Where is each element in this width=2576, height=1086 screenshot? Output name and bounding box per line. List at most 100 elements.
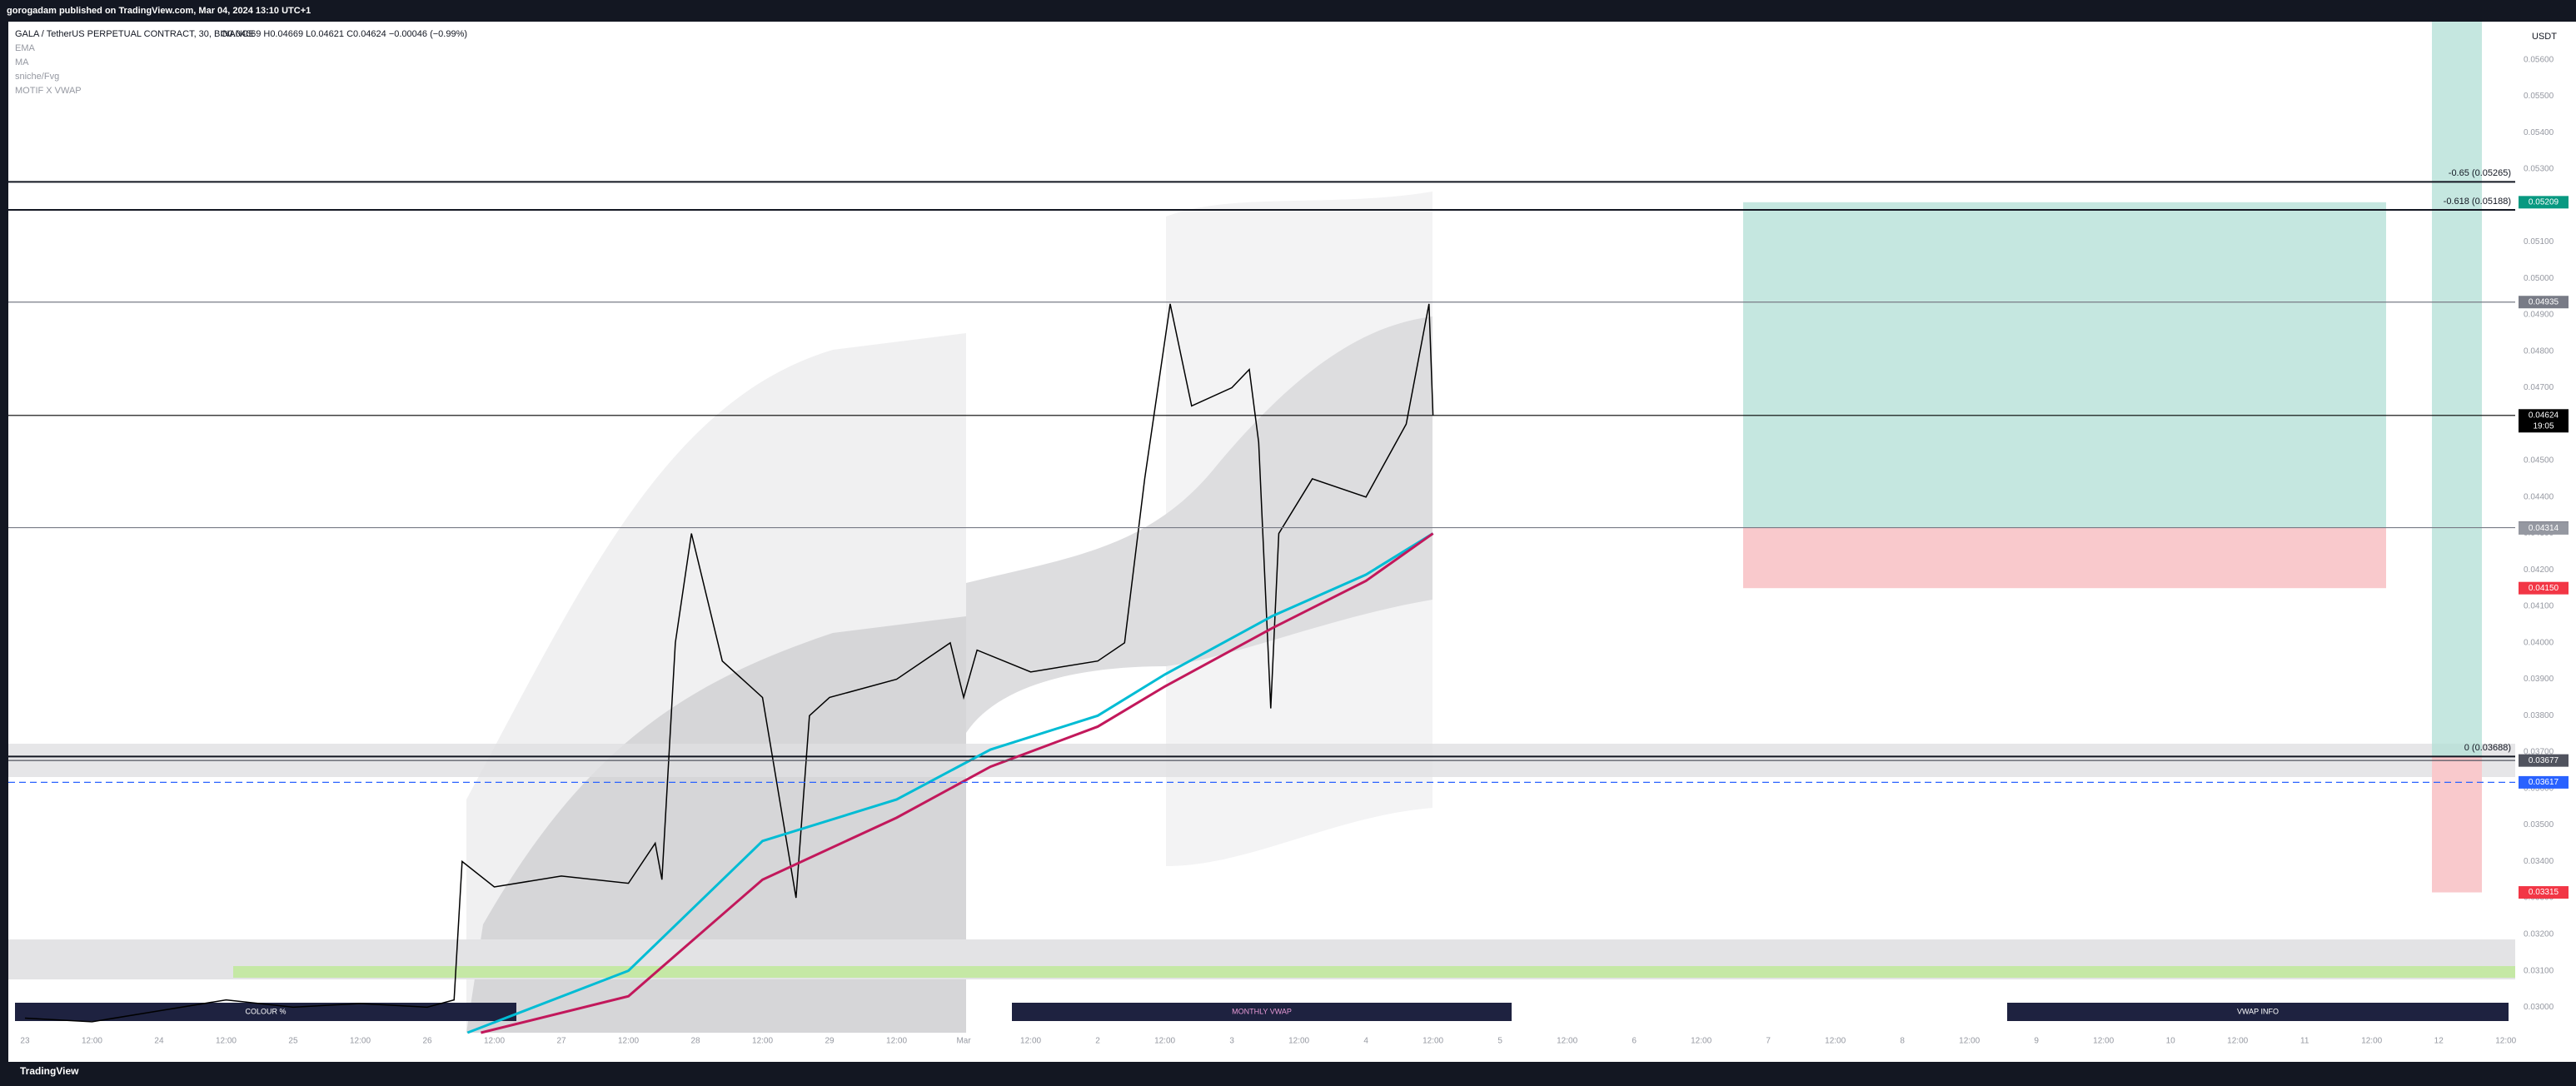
y-tick-label: 0.03500 (2524, 820, 2554, 829)
price-tag-countdown: 19:05 (2533, 421, 2554, 431)
ohlc: O0.04669 H0.04669 L0.04621 C0.04624 −0.0… (221, 29, 467, 39)
x-tick-label: 29 (825, 1037, 835, 1046)
y-tick-label: 0.05400 (2524, 128, 2554, 137)
x-tick-label: 23 (20, 1037, 30, 1046)
x-tick-label: 24 (154, 1037, 164, 1046)
panel (15, 1003, 516, 1021)
y-tick-label: 0.04000 (2524, 638, 2554, 647)
brand: TradingView (20, 1065, 79, 1077)
price-tag-label: 0.04935 (2529, 297, 2559, 306)
y-tick-label: 0.05300 (2524, 165, 2554, 174)
x-tick-label: 12:00 (82, 1037, 102, 1046)
x-tick-label: 12:00 (1020, 1037, 1041, 1046)
panel-label: VWAP INFO (2237, 1007, 2279, 1015)
price-tag-label: 0.03677 (2529, 756, 2559, 765)
x-tick-label: 12:00 (1154, 1037, 1175, 1046)
y-tick-label: 0.03600 (2524, 784, 2554, 793)
y-tick-label: 0.03700 (2524, 748, 2554, 757)
level-label: -0.618 (0.05188) (2444, 197, 2511, 207)
price-tag (2519, 196, 2569, 209)
panel (2007, 1003, 2509, 1021)
price-tag-label: 0.04624 (2529, 411, 2559, 420)
y-tick-label: 0.05000 (2524, 274, 2554, 283)
y-tick-label: 0.03900 (2524, 675, 2554, 684)
target-zone (1743, 202, 2386, 528)
x-tick-label: 12:00 (1288, 1037, 1309, 1046)
x-tick-label: 6 (1632, 1037, 1637, 1046)
x-tick-label: 12:00 (484, 1037, 505, 1046)
price-tag (2519, 775, 2569, 789)
x-tick-label: 12:00 (2361, 1037, 2382, 1046)
x-tick-label: 12:00 (1959, 1037, 1980, 1046)
stop-zone (2432, 756, 2482, 893)
y-tick-label: 0.03400 (2524, 857, 2554, 866)
indicator-name: MA (15, 57, 29, 67)
x-tick-label: 3 (1229, 1037, 1234, 1046)
y-tick-label: 0.04900 (2524, 311, 2554, 320)
x-tick-label: 5 (1497, 1037, 1502, 1046)
y-tick-label: 0.04500 (2524, 456, 2554, 466)
indicator-line (481, 532, 1434, 1034)
y-tick-label: 0.04800 (2524, 346, 2554, 356)
y-tick-label: 0.04100 (2524, 602, 2554, 611)
level-label: -0.65 (0.05265) (2449, 168, 2511, 178)
legend: GALA / TetherUS PERPETUAL CONTRACT, 30, … (15, 29, 2557, 42)
x-tick-label: 12:00 (618, 1037, 639, 1046)
y-tick-label: 0.04200 (2524, 565, 2554, 575)
x-tick-label: 25 (288, 1037, 298, 1046)
y-tick-label: 0.03800 (2524, 711, 2554, 720)
y-tick-label: 0.04400 (2524, 492, 2554, 501)
x-tick-label: 27 (556, 1037, 566, 1046)
stop-zone (1743, 527, 2386, 589)
publisher: gorogadam published on TradingView.com, … (7, 6, 311, 16)
x-tick-label: 26 (422, 1037, 432, 1046)
band-inner (966, 316, 1432, 733)
indicator-line (466, 532, 1434, 1034)
x-tick-label: 12:00 (2227, 1037, 2248, 1046)
target-zone (2432, 22, 2482, 757)
x-tick-label: 12:00 (2093, 1037, 2114, 1046)
x-tick-label: 12:00 (1825, 1037, 1846, 1046)
x-tick-label: 7 (1766, 1037, 1771, 1046)
currency: USDT (2532, 32, 2557, 42)
x-tick-label: 12:00 (1423, 1037, 1443, 1046)
indicator-name: EMA (15, 43, 36, 53)
price-tag-label: 0.05209 (2529, 197, 2559, 207)
price-tag-label: 0.04314 (2529, 524, 2559, 533)
x-tick-label: 28 (690, 1037, 700, 1046)
zone-green (233, 966, 2515, 978)
level-label: 0 (0.03688) (2464, 743, 2511, 753)
x-tick-label: 2 (1095, 1037, 1100, 1046)
x-tick-label: 12:00 (216, 1037, 237, 1046)
panel-label: MONTHLY VWAP (1232, 1007, 1292, 1015)
price-tag (2519, 886, 2569, 899)
price-tag (2519, 521, 2569, 535)
x-tick-label: 12:00 (1557, 1037, 1577, 1046)
price-axis (2515, 22, 2576, 1062)
price-tag (2519, 296, 2569, 309)
x-tick-label: 12:00 (2495, 1037, 2516, 1046)
x-tick-label: 8 (1900, 1037, 1905, 1046)
price-tag-label: 0.04150 (2529, 584, 2559, 593)
price-tag-label: 0.03617 (2529, 778, 2559, 787)
top-bar (0, 0, 2576, 22)
indicator-name: MOTIF X VWAP (15, 86, 82, 96)
price-tag (2519, 409, 2569, 433)
bottom-bar (0, 1062, 2576, 1082)
x-tick-label: 12:00 (350, 1037, 371, 1046)
x-tick-label: 12:00 (886, 1037, 907, 1046)
x-tick-label: 9 (2034, 1037, 2039, 1046)
y-tick-label: 0.03200 (2524, 930, 2554, 939)
price-tag (2519, 754, 2569, 767)
x-tick-label: 10 (2166, 1037, 2176, 1046)
price-tag (2519, 581, 2569, 595)
y-tick-label: 0.04700 (2524, 383, 2554, 392)
x-tick-label: 12:00 (1691, 1037, 1712, 1046)
y-tick-label: 0.05100 (2524, 237, 2554, 247)
x-tick-label: 11 (2300, 1037, 2309, 1046)
y-tick-label: 0.03100 (2524, 966, 2554, 975)
x-tick-label: 4 (1363, 1037, 1368, 1046)
y-tick-label: 0.05600 (2524, 55, 2554, 64)
